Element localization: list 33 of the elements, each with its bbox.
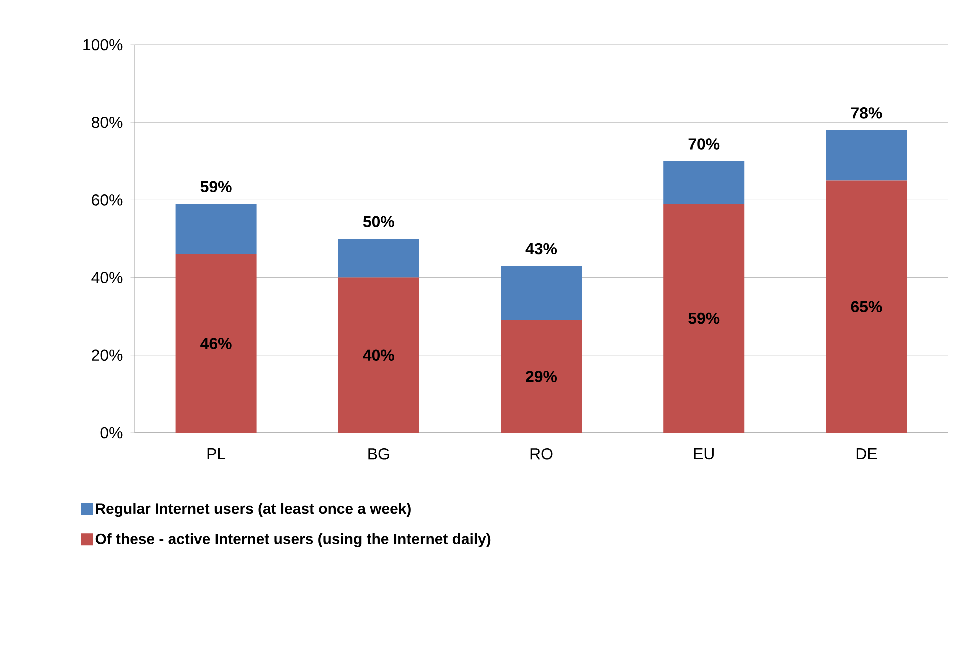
bar xyxy=(501,320,582,433)
y-tick-label: 0% xyxy=(100,427,123,439)
total-label: 43% xyxy=(526,243,558,255)
y-tick-label: 80% xyxy=(92,116,123,128)
y-tick-label: 20% xyxy=(92,350,123,362)
x-tick-label: DE xyxy=(856,448,878,460)
x-tick-label: BG xyxy=(368,448,390,460)
data-label: 59% xyxy=(688,312,720,324)
data-label: 29% xyxy=(526,371,558,382)
total-label: 78% xyxy=(851,108,882,119)
x-tick-label: PL xyxy=(208,448,226,460)
bar xyxy=(501,266,582,320)
bar xyxy=(664,161,745,204)
bar xyxy=(664,204,745,433)
bar xyxy=(826,130,908,181)
bar xyxy=(338,238,420,278)
x-tick-label: EU xyxy=(694,448,714,460)
bar xyxy=(338,278,420,433)
bar xyxy=(176,254,257,433)
total-label: 59% xyxy=(200,181,232,193)
data-label: 46% xyxy=(200,338,232,350)
total-label: 70% xyxy=(688,138,720,150)
x-tick-label: RO xyxy=(530,448,553,460)
legend-label: Regular Internet users (at least once a week) xyxy=(96,503,411,518)
data-label: 40% xyxy=(363,350,394,362)
y-tick-label: 60% xyxy=(92,194,123,206)
legend-label: Of these - active Internet users (using the Internet daily) xyxy=(96,533,491,548)
y-tick-label: 40% xyxy=(92,272,123,284)
total-label: 50% xyxy=(363,216,394,228)
bar xyxy=(176,204,257,255)
data-label: 65% xyxy=(851,301,882,313)
bar xyxy=(826,180,908,433)
y-tick-label: 100% xyxy=(84,39,123,51)
